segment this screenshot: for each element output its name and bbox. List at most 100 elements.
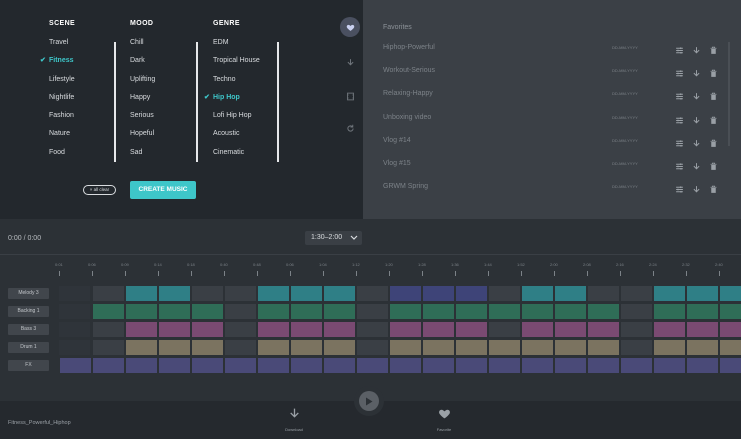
track-cell[interactable] xyxy=(720,286,741,301)
track-cell[interactable] xyxy=(390,340,421,355)
track-cell[interactable] xyxy=(225,358,256,373)
track-cell[interactable] xyxy=(291,340,322,355)
download-button[interactable] xyxy=(692,88,702,100)
track-cell[interactable] xyxy=(258,358,289,373)
track-cell[interactable] xyxy=(324,304,355,319)
favorite-button[interactable]: Favorite xyxy=(429,407,459,432)
delete-button[interactable] xyxy=(709,158,719,170)
track-cell[interactable] xyxy=(555,286,586,301)
track-cell[interactable] xyxy=(687,286,718,301)
track-cell[interactable] xyxy=(720,340,741,355)
track-cell[interactable] xyxy=(225,304,256,319)
download-button[interactable] xyxy=(692,42,702,54)
download-button[interactable] xyxy=(692,158,702,170)
favorite-item[interactable]: Vlog #15 DD-MM-YYYY xyxy=(383,154,721,177)
track-cell[interactable] xyxy=(159,340,190,355)
track-cell[interactable] xyxy=(555,340,586,355)
track-cell[interactable] xyxy=(423,304,454,319)
track-cell[interactable] xyxy=(621,322,652,337)
track-cell[interactable] xyxy=(126,322,157,337)
track-cell[interactable] xyxy=(588,340,619,355)
option-hopeful[interactable]: Hopeful xyxy=(130,125,155,143)
track-cell[interactable] xyxy=(489,286,520,301)
favorite-item[interactable]: GRWM Spring DD-MM-YYYY xyxy=(383,177,721,200)
track-cell[interactable] xyxy=(357,286,388,301)
option-cinematic[interactable]: Cinematic xyxy=(213,144,260,162)
track-cell[interactable] xyxy=(522,340,553,355)
favorites-scrollbar[interactable] xyxy=(728,42,730,146)
track-cell[interactable] xyxy=(555,304,586,319)
favorite-item[interactable]: Relaxing-Happy DD-MM-YYYY xyxy=(383,84,721,107)
track-cell[interactable] xyxy=(192,340,223,355)
track-cell[interactable] xyxy=(192,304,223,319)
track-cell[interactable] xyxy=(522,286,553,301)
option-lifestyle[interactable]: Lifestyle xyxy=(49,71,75,89)
option-techno[interactable]: Techno xyxy=(213,71,260,89)
edit-button[interactable] xyxy=(675,181,685,193)
edit-button[interactable] xyxy=(675,65,685,77)
edit-button[interactable] xyxy=(675,112,685,124)
track-cell[interactable] xyxy=(621,358,652,373)
track-cell[interactable] xyxy=(555,358,586,373)
track-cell[interactable] xyxy=(258,322,289,337)
track-cell[interactable] xyxy=(456,358,487,373)
download-button[interactable] xyxy=(692,181,702,193)
delete-button[interactable] xyxy=(709,181,719,194)
track-cell[interactable] xyxy=(588,286,619,301)
favorite-item[interactable]: Vlog #14 DD-MM-YYYY xyxy=(383,131,721,154)
track-cell[interactable] xyxy=(489,304,520,319)
track-cell[interactable] xyxy=(720,322,741,337)
track-cell[interactable] xyxy=(522,304,553,319)
track-cell[interactable] xyxy=(93,286,124,301)
track-cell[interactable] xyxy=(720,358,741,373)
track-cell[interactable] xyxy=(258,286,289,301)
track-cell[interactable] xyxy=(225,340,256,355)
play-button[interactable] xyxy=(354,386,384,416)
track-label-drum-1[interactable]: Drum 1 xyxy=(8,342,49,353)
option-happy[interactable]: Happy xyxy=(130,89,155,107)
track-cell[interactable] xyxy=(357,322,388,337)
track-cell[interactable] xyxy=(357,358,388,373)
track-cell[interactable] xyxy=(192,322,223,337)
track-cell[interactable] xyxy=(687,358,718,373)
option-serious[interactable]: Serious xyxy=(130,107,155,125)
download-button[interactable] xyxy=(692,112,702,124)
track-cell[interactable] xyxy=(291,358,322,373)
history-tab-button[interactable] xyxy=(340,118,360,138)
track-cell[interactable] xyxy=(258,340,289,355)
track-cell[interactable] xyxy=(687,322,718,337)
track-cell[interactable] xyxy=(159,322,190,337)
track-cell[interactable] xyxy=(258,304,289,319)
track-label-fx[interactable]: FX xyxy=(8,360,49,371)
track-cell[interactable] xyxy=(324,322,355,337)
option-uplifting[interactable]: Uplifting xyxy=(130,71,155,89)
option-dark[interactable]: Dark xyxy=(130,52,155,70)
track-cell[interactable] xyxy=(456,340,487,355)
track-cell[interactable] xyxy=(654,358,685,373)
track-cell[interactable] xyxy=(225,322,256,337)
track-cell[interactable] xyxy=(159,358,190,373)
track-cell[interactable] xyxy=(93,304,124,319)
download-button[interactable] xyxy=(692,65,702,77)
track-cell[interactable] xyxy=(357,304,388,319)
track-cell[interactable] xyxy=(720,304,741,319)
delete-button[interactable] xyxy=(709,65,719,78)
favorite-item[interactable]: Unboxing video DD-MM-YYYY xyxy=(383,108,721,131)
track-cell[interactable] xyxy=(93,322,124,337)
track-cell[interactable] xyxy=(126,358,157,373)
track-cell[interactable] xyxy=(126,304,157,319)
range-dropdown[interactable]: 1:30–2:00 xyxy=(305,231,362,245)
option-edm[interactable]: EDM xyxy=(213,34,260,52)
track-cell[interactable] xyxy=(324,286,355,301)
track-cell[interactable] xyxy=(390,322,421,337)
favorites-tab-button[interactable] xyxy=(340,17,360,37)
track-cell[interactable] xyxy=(357,340,388,355)
option-fashion[interactable]: Fashion xyxy=(49,107,75,125)
track-label-bass-3[interactable]: Bass 3 xyxy=(8,324,49,335)
track-cell[interactable] xyxy=(291,286,322,301)
track-cell[interactable] xyxy=(390,358,421,373)
create-music-button[interactable]: CREATE MUSIC xyxy=(130,181,196,199)
track-cell[interactable] xyxy=(291,322,322,337)
track-cell[interactable] xyxy=(59,286,90,301)
track-cell[interactable] xyxy=(192,358,223,373)
